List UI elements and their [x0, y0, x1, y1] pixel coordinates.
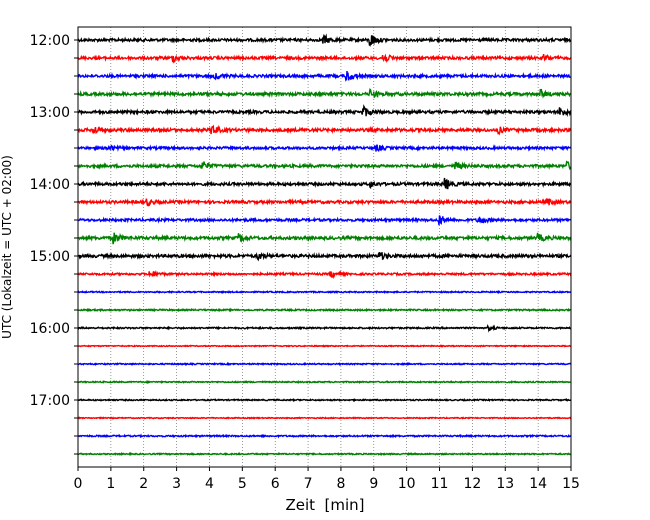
trace-1515	[77, 269, 572, 280]
x-tick-label: 6	[271, 476, 280, 492]
vertical-grid	[110, 27, 539, 467]
trace-1615	[77, 344, 572, 348]
trace-1215	[77, 53, 572, 64]
trace-1500	[77, 251, 572, 262]
trace-1300	[77, 104, 572, 118]
x-tick-label: 2	[139, 476, 148, 492]
trace-1745	[77, 451, 572, 457]
trace-1345	[77, 160, 572, 171]
trace-1230	[77, 70, 572, 82]
trace-1315	[77, 124, 572, 136]
trace-1430	[77, 215, 572, 226]
trace-1715	[77, 416, 572, 420]
x-tick-label: 10	[398, 476, 416, 492]
trace-1700	[77, 397, 572, 403]
x-tick-label: 14	[529, 476, 547, 492]
y-axis-ticks: 12:00 13:00 14:00 15:00 16:00 17:00	[30, 33, 78, 455]
x-tick-label: 1	[106, 476, 115, 492]
trace-1400	[77, 177, 572, 190]
x-tick-label: 0	[74, 476, 83, 492]
x-tick-label: 3	[172, 476, 181, 492]
x-tick-label: 13	[496, 476, 514, 492]
seismogram-traces	[77, 33, 572, 457]
x-tick-label: 4	[205, 476, 214, 492]
trace-1530	[77, 289, 572, 295]
trace-1445	[77, 232, 572, 245]
plot-frame	[77, 26, 572, 468]
trace-1545	[77, 307, 572, 313]
x-tick-label: 5	[238, 476, 247, 492]
trace-1600	[77, 324, 572, 333]
trace-1630	[77, 361, 572, 367]
trace-1245	[77, 88, 572, 99]
x-tick-label: 11	[431, 476, 449, 492]
trace-1330	[77, 144, 572, 153]
y-tick-label: 16:00	[30, 321, 70, 337]
x-axis-ticks: 0 1 2 3 4 5 6 7 8 9 10 11 12 13 14 15	[74, 467, 580, 492]
y-tick-label: 12:00	[30, 33, 70, 49]
trace-1200	[77, 33, 572, 47]
trace-1730	[77, 433, 572, 439]
x-tick-label: 8	[336, 476, 345, 492]
y-tick-label: 17:00	[30, 393, 70, 409]
x-tick-label: 7	[304, 476, 313, 492]
trace-1415	[77, 197, 572, 207]
x-tick-label: 15	[562, 476, 580, 492]
trace-1645	[77, 379, 572, 385]
x-tick-label: 12	[463, 476, 481, 492]
y-axis-label: UTC (Lokalzeit = UTC + 02:00)	[0, 155, 14, 339]
x-axis-label: Zeit [min]	[285, 496, 364, 514]
y-tick-label: 14:00	[30, 177, 70, 193]
x-tick-label: 9	[369, 476, 378, 492]
y-tick-label: 13:00	[30, 105, 70, 121]
y-tick-label: 15:00	[30, 249, 70, 265]
